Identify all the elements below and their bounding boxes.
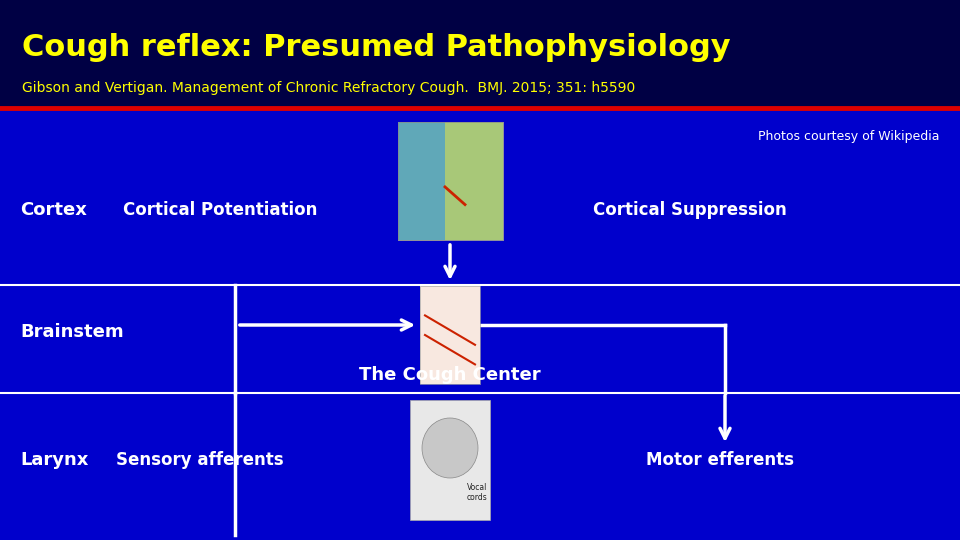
Bar [410,400,490,520]
Bar [397,122,444,240]
Text: Brainstem: Brainstem [20,323,124,341]
Bar [420,286,480,384]
Bar [420,286,480,384]
Text: Cough reflex: Presumed Pathophysiology: Cough reflex: Presumed Pathophysiology [22,33,731,63]
Ellipse shape [422,418,478,478]
Text: Cortical Suppression: Cortical Suppression [593,201,787,219]
Bar [0,0,960,108]
Text: Sensory afferents: Sensory afferents [116,451,284,469]
Text: The Cough Center: The Cough Center [359,366,540,384]
Text: Larynx: Larynx [20,451,88,469]
Bar [397,122,502,240]
Text: Cortical Potentiation: Cortical Potentiation [123,201,317,219]
Bar [444,122,502,240]
Text: Motor efferents: Motor efferents [646,451,794,469]
Text: Cortex: Cortex [20,201,86,219]
Text: Vocal
cords: Vocal cords [467,483,487,502]
Text: Photos courtesy of Wikipedia: Photos courtesy of Wikipedia [758,130,940,143]
Text: Gibson and Vertigan. Management of Chronic Refractory Cough.  BMJ. 2015; 351: h5: Gibson and Vertigan. Management of Chron… [22,81,636,95]
Bar [397,122,502,240]
